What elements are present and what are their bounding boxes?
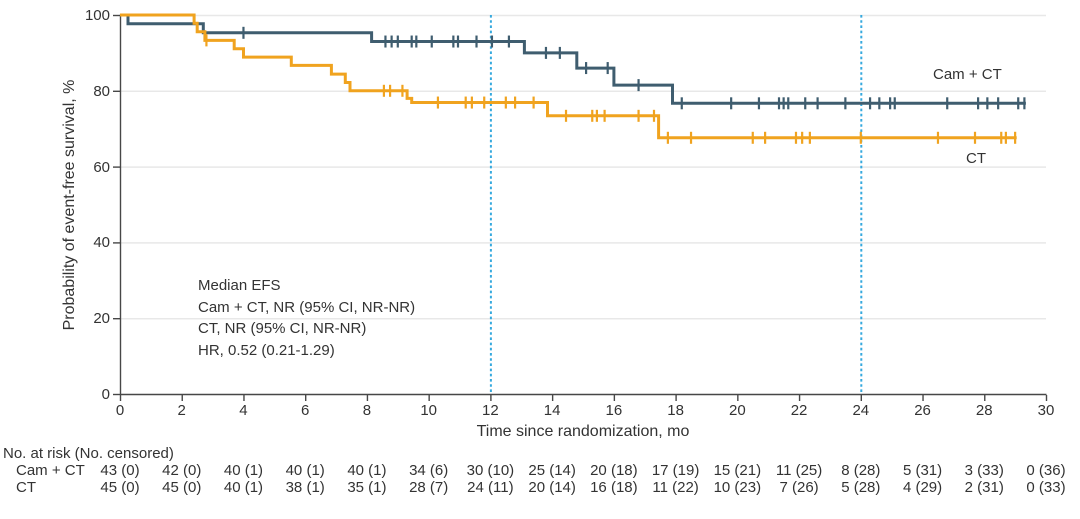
at-risk-cell-ct-16mo: 16 (18): [590, 479, 638, 496]
at-risk-cell-camct-30mo: 0 (36): [1026, 462, 1066, 479]
at-risk-cell-ct-2mo: 45 (0): [162, 479, 202, 496]
at-risk-cell-ct-8mo: 35 (1): [347, 479, 387, 496]
x-tick-label-20: 20: [728, 402, 746, 419]
y-tick-label-100: 100: [84, 7, 110, 24]
x-tick-label-24: 24: [852, 402, 870, 419]
at-risk-cell-camct-16mo: 20 (18): [590, 462, 638, 479]
at-risk-cell-camct-12mo: 30 (10): [466, 462, 515, 479]
at-risk-cell-ct-22mo: 7 (26): [779, 479, 819, 496]
at-risk-cell-camct-4mo: 40 (1): [223, 462, 264, 479]
at-risk-cell-camct-22mo: 11 (25): [775, 462, 823, 479]
at-risk-cell-camct-20mo: 15 (21): [713, 462, 762, 479]
at-risk-cell-ct-4mo: 40 (1): [223, 479, 264, 496]
at-risk-cell-camct-28mo: 3 (33): [964, 462, 1004, 479]
at-risk-cell-camct-6mo: 40 (1): [285, 462, 325, 479]
at-risk-cell-camct-8mo: 40 (1): [347, 462, 387, 479]
at-risk-row-label-ct: CT: [16, 479, 36, 496]
x-tick-label-18: 18: [667, 402, 684, 419]
at-risk-table-header: No. at risk (No. censored): [3, 445, 174, 462]
x-tick-label-30: 30: [1037, 402, 1055, 419]
x-tick-label-28: 28: [975, 402, 993, 419]
x-tick-label-0: 0: [115, 402, 125, 419]
at-risk-cell-camct-2mo: 42 (0): [162, 462, 202, 479]
at-risk-cell-ct-10mo: 28 (7): [409, 479, 449, 496]
y-tick-label-0: 0: [101, 386, 110, 403]
x-tick-label-10: 10: [420, 402, 437, 419]
annotation-line-camct: Cam + CT, NR (95% CI, NR-NR): [198, 298, 416, 316]
median-efs-annotation: Median EFS Cam + CT, NR (95% CI, NR-NR) …: [198, 275, 415, 361]
at-risk-cell-ct-18mo: 11 (22): [652, 479, 699, 496]
x-tick-label-22: 22: [790, 402, 808, 419]
at-risk-cell-ct-30mo: 0 (33): [1026, 479, 1066, 496]
annotation-line-median-efs: Median EFS: [198, 277, 281, 294]
at-risk-cell-ct-12mo: 24 (11): [467, 479, 514, 496]
at-risk-row-label-camct: Cam + CT: [16, 462, 85, 479]
curve-label-ct: CT: [966, 150, 986, 167]
at-risk-cell-camct-26mo: 5 (31): [902, 462, 943, 479]
x-tick-label-12: 12: [482, 402, 499, 419]
at-risk-cell-ct-20mo: 10 (23): [713, 479, 762, 496]
at-risk-cell-ct-24mo: 5 (28): [841, 479, 881, 496]
x-tick-label-2: 2: [177, 402, 186, 419]
curve-label-camct: Cam + CT: [933, 66, 1002, 83]
x-tick-label-16: 16: [605, 402, 623, 419]
annotation-line-hr: HR, 0.52 (0.21-1.29): [198, 341, 335, 359]
annotation-line-ct: CT, NR (95% CI, NR-NR): [198, 320, 367, 337]
at-risk-cell-camct-14mo: 25 (14): [528, 462, 576, 479]
at-risk-cell-ct-0mo: 45 (0): [100, 479, 140, 496]
at-risk-cell-camct-10mo: 34 (6): [409, 462, 449, 479]
y-tick-label-20: 20: [93, 310, 110, 328]
x-tick-label-6: 6: [301, 402, 310, 419]
y-tick-label-40: 40: [93, 234, 110, 252]
x-tick-label-14: 14: [543, 402, 561, 419]
at-risk-cell-ct-26mo: 4 (29): [902, 479, 943, 496]
survival-curve-ct: [120, 13, 1017, 140]
y-tick-label-80: 80: [93, 82, 110, 100]
x-axis-title: Time since randomization, mo: [476, 423, 690, 440]
at-risk-cell-camct-24mo: 8 (28): [841, 462, 881, 479]
at-risk-cell-ct-6mo: 38 (1): [285, 479, 325, 496]
at-risk-cell-camct-18mo: 17 (19): [651, 462, 700, 479]
at-risk-cell-camct-0mo: 43 (0): [100, 462, 140, 479]
x-tick-label-26: 26: [914, 402, 931, 419]
y-tick-label-60: 60: [93, 158, 110, 176]
survival-curve-camct: [120, 13, 1026, 105]
x-tick-label-8: 8: [362, 402, 372, 419]
at-risk-cell-ct-28mo: 2 (31): [964, 479, 1004, 496]
at-risk-cell-ct-14mo: 20 (14): [528, 479, 576, 496]
x-tick-label-4: 4: [239, 402, 248, 419]
